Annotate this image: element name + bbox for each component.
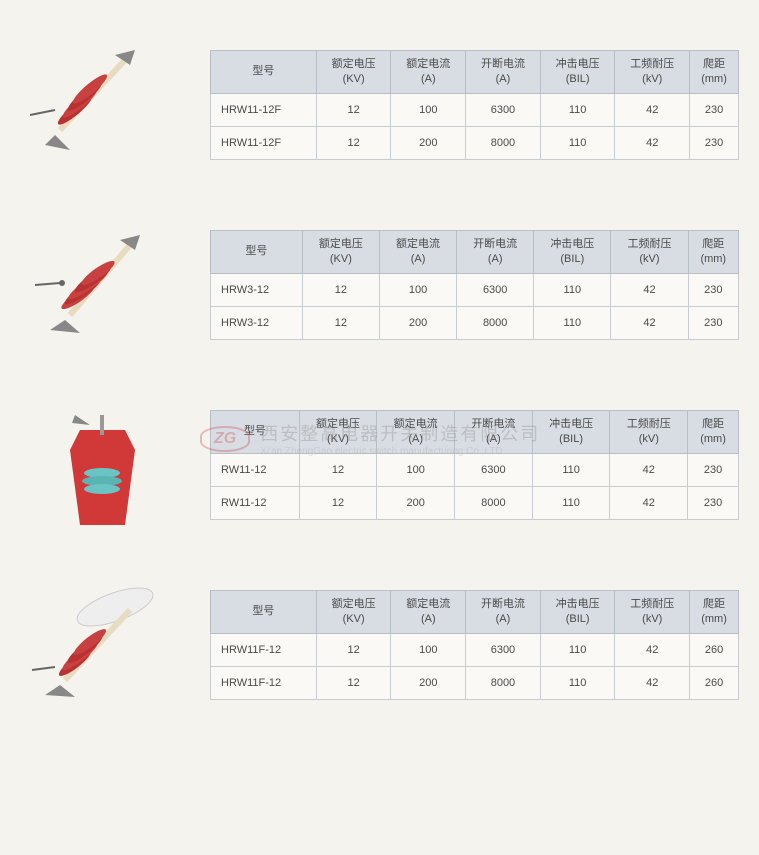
product-image-2 [20, 210, 180, 360]
table-row: HRW3-12 12 200 8000 110 42 230 [211, 307, 739, 340]
th-kv: 额定电压(KV) [302, 230, 379, 274]
spec-table-2: 型号 额定电压(KV) 额定电流(A) 开断电流(A) 冲击电压(BIL) 工频… [210, 230, 739, 341]
th-bil: 冲击电压(BIL) [532, 410, 610, 454]
th-kv: 额定电压(KV) [316, 590, 391, 634]
product-row-3: 型号 额定电压(KV) 额定电流(A) 开断电流(A) 冲击电压(BIL) 工频… [20, 390, 739, 540]
th-model: 型号 [211, 410, 300, 454]
th-a: 额定电流(A) [379, 230, 456, 274]
table-row: HRW3-12 12 100 6300 110 42 230 [211, 274, 739, 307]
table-row: HRW11-12F 12 200 8000 110 42 230 [211, 127, 739, 160]
product-row-1: 型号 额定电压(KV) 额定电流(A) 开断电流(A) 冲击电压(BIL) 工频… [20, 30, 739, 180]
th-pf: 工频耐压(kV) [615, 50, 690, 94]
product-row-4: 型号 额定电压(KV) 额定电流(A) 开断电流(A) 冲击电压(BIL) 工频… [20, 570, 739, 720]
th-creep: 爬距(mm) [688, 410, 739, 454]
table-row: HRW11F-12 12 200 8000 110 42 260 [211, 667, 739, 700]
th-creep: 爬距(mm) [688, 230, 738, 274]
th-kv: 额定电压(KV) [316, 50, 391, 94]
table-row: RW11-12 12 100 6300 110 42 230 [211, 454, 739, 487]
th-pf: 工频耐压(kV) [615, 590, 690, 634]
th-bil: 冲击电压(BIL) [534, 230, 611, 274]
th-a: 额定电流(A) [391, 50, 466, 94]
spec-table-4: 型号 额定电压(KV) 额定电流(A) 开断电流(A) 冲击电压(BIL) 工频… [210, 590, 739, 701]
th-model: 型号 [211, 230, 303, 274]
th-a: 额定电流(A) [377, 410, 455, 454]
th-bil: 冲击电压(BIL) [540, 590, 615, 634]
th-pf: 工频耐压(kV) [610, 410, 688, 454]
th-pf: 工频耐压(kV) [611, 230, 688, 274]
th-creep: 爬距(mm) [690, 590, 739, 634]
spec-table-3: 型号 额定电压(KV) 额定电流(A) 开断电流(A) 冲击电压(BIL) 工频… [210, 410, 739, 521]
th-a: 额定电流(A) [391, 590, 466, 634]
table-row: HRW11F-12 12 100 6300 110 42 260 [211, 634, 739, 667]
product-image-4 [20, 570, 180, 720]
th-creep: 爬距(mm) [690, 50, 739, 94]
th-model: 型号 [211, 50, 317, 94]
th-break: 开断电流(A) [466, 50, 541, 94]
th-model: 型号 [211, 590, 317, 634]
th-bil: 冲击电压(BIL) [540, 50, 615, 94]
product-image-3 [20, 390, 180, 540]
th-kv: 额定电压(KV) [299, 410, 377, 454]
th-break: 开断电流(A) [455, 410, 533, 454]
table-row: RW11-12 12 200 8000 110 42 230 [211, 487, 739, 520]
th-break: 开断电流(A) [457, 230, 534, 274]
th-break: 开断电流(A) [466, 590, 541, 634]
table-row: HRW11-12F 12 100 6300 110 42 230 [211, 94, 739, 127]
spec-table-1: 型号 额定电压(KV) 额定电流(A) 开断电流(A) 冲击电压(BIL) 工频… [210, 50, 739, 161]
product-image-1 [20, 30, 180, 180]
product-row-2: 型号 额定电压(KV) 额定电流(A) 开断电流(A) 冲击电压(BIL) 工频… [20, 210, 739, 360]
